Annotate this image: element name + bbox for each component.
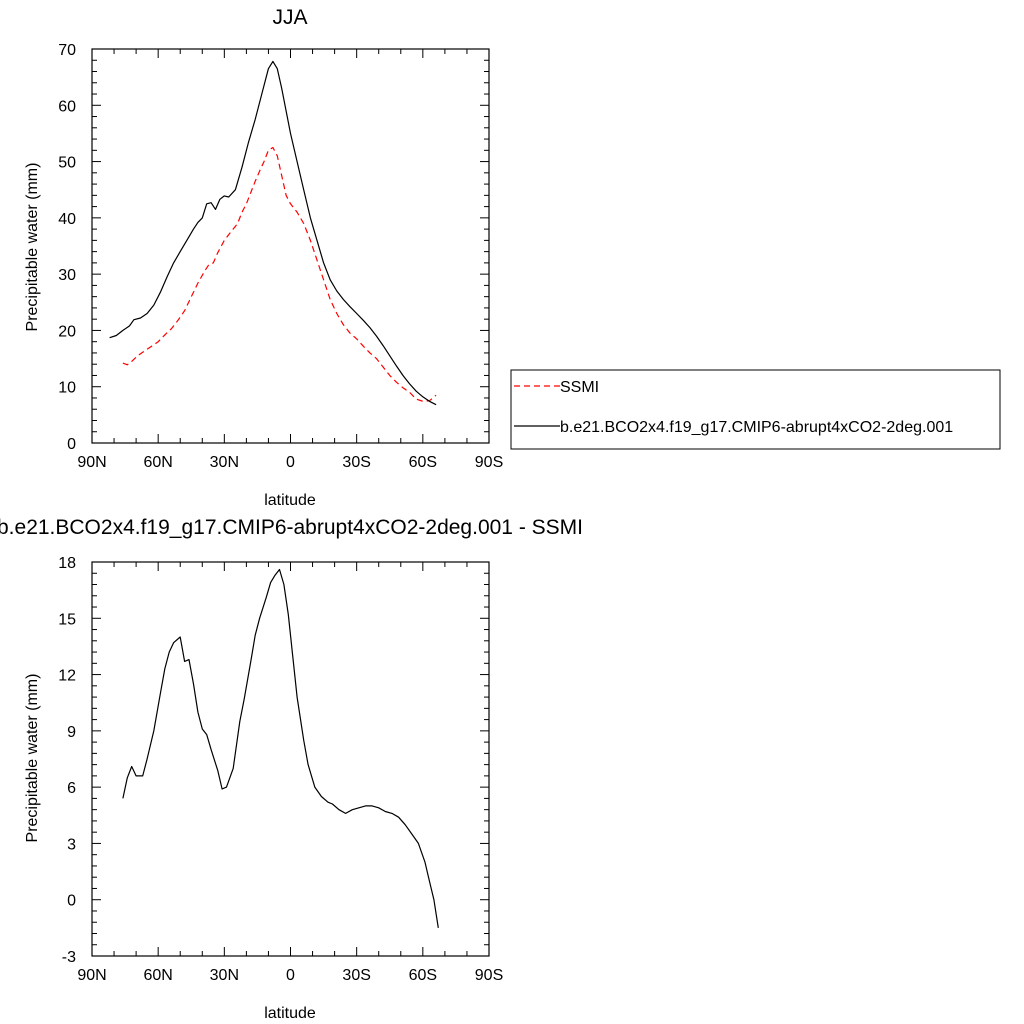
legend-box (510, 369, 1001, 450)
plot-frame (91, 561, 490, 957)
x-tick-label: 30N (210, 967, 239, 984)
x-tick-label: 90N (77, 967, 106, 984)
y-tick-label: 10 (58, 380, 76, 397)
y-tick-label: 50 (58, 155, 76, 172)
x-axis-label: latitude (264, 1005, 316, 1022)
plot-frame (91, 48, 490, 444)
difference-panel: b.e21.BCO2x4.f19_g17.CMIP6-abrupt4xCO2-2… (0, 516, 583, 1022)
jja-panel: JJA Precipitable water (mm) latitude 90N… (24, 6, 503, 509)
x-tick-label: 0 (286, 967, 295, 984)
x-tick-label: 90S (475, 454, 503, 471)
legend-label-ssmi: SSMI (560, 379, 599, 396)
y-tick-label: 3 (67, 836, 76, 853)
series-lines (122, 568, 439, 928)
series-lines (109, 60, 437, 406)
y-tick-label: -3 (62, 949, 76, 966)
y-tick-label: 0 (67, 436, 76, 453)
x-tick-label: 0 (286, 454, 295, 471)
y-tick-label: 18 (58, 555, 76, 572)
y-tick-label: 15 (58, 611, 76, 628)
y-tick-label: 9 (67, 724, 76, 741)
x-tick-label: 90S (475, 967, 503, 984)
x-tick-label: 30S (342, 454, 370, 471)
y-axis-label: Precipitable water (mm) (24, 163, 41, 332)
y-tick-label: 0 (67, 893, 76, 910)
x-tick-label: 30N (210, 454, 239, 471)
y-tick-label: 70 (58, 42, 76, 59)
series-line-0 (122, 146, 437, 402)
y-tick-label: 6 (67, 780, 76, 797)
y-axis-label: Precipitable water (mm) (24, 674, 41, 843)
series-line-0 (122, 568, 439, 928)
x-tick-label: 60N (143, 967, 172, 984)
y-tick-label: 30 (58, 267, 76, 284)
legend-label-model: b.e21.BCO2x4.f19_g17.CMIP6-abrupt4xCO2-2… (560, 419, 953, 436)
x-axis-label: latitude (264, 492, 316, 509)
x-tick-label: 60S (409, 967, 437, 984)
chart-title: JJA (272, 6, 307, 29)
axis-ticks: 90N 60N 30N 0 30S 60S 90S 0 10 20 30 40 50 60 70 (58, 42, 503, 471)
y-tick-label: 40 (58, 211, 76, 228)
axis-ticks: 90N 60N 30N 0 30S 60S 90S -3 0 3 6 9 12 15 18 (58, 555, 503, 984)
y-tick-label: 12 (58, 668, 76, 685)
series-line-1 (109, 60, 437, 406)
x-tick-label: 60N (143, 454, 172, 471)
y-tick-label: 60 (58, 98, 76, 115)
x-tick-label: 30S (342, 967, 370, 984)
y-tick-label: 20 (58, 323, 76, 340)
x-tick-label: 60S (409, 454, 437, 471)
x-tick-label: 90N (77, 454, 106, 471)
legend: SSMI b.e21.BCO2x4.f19_g17.CMIP6-abrupt4x… (510, 369, 1001, 450)
chart-title: b.e21.BCO2x4.f19_g17.CMIP6-abrupt4xCO2-2… (0, 516, 583, 539)
